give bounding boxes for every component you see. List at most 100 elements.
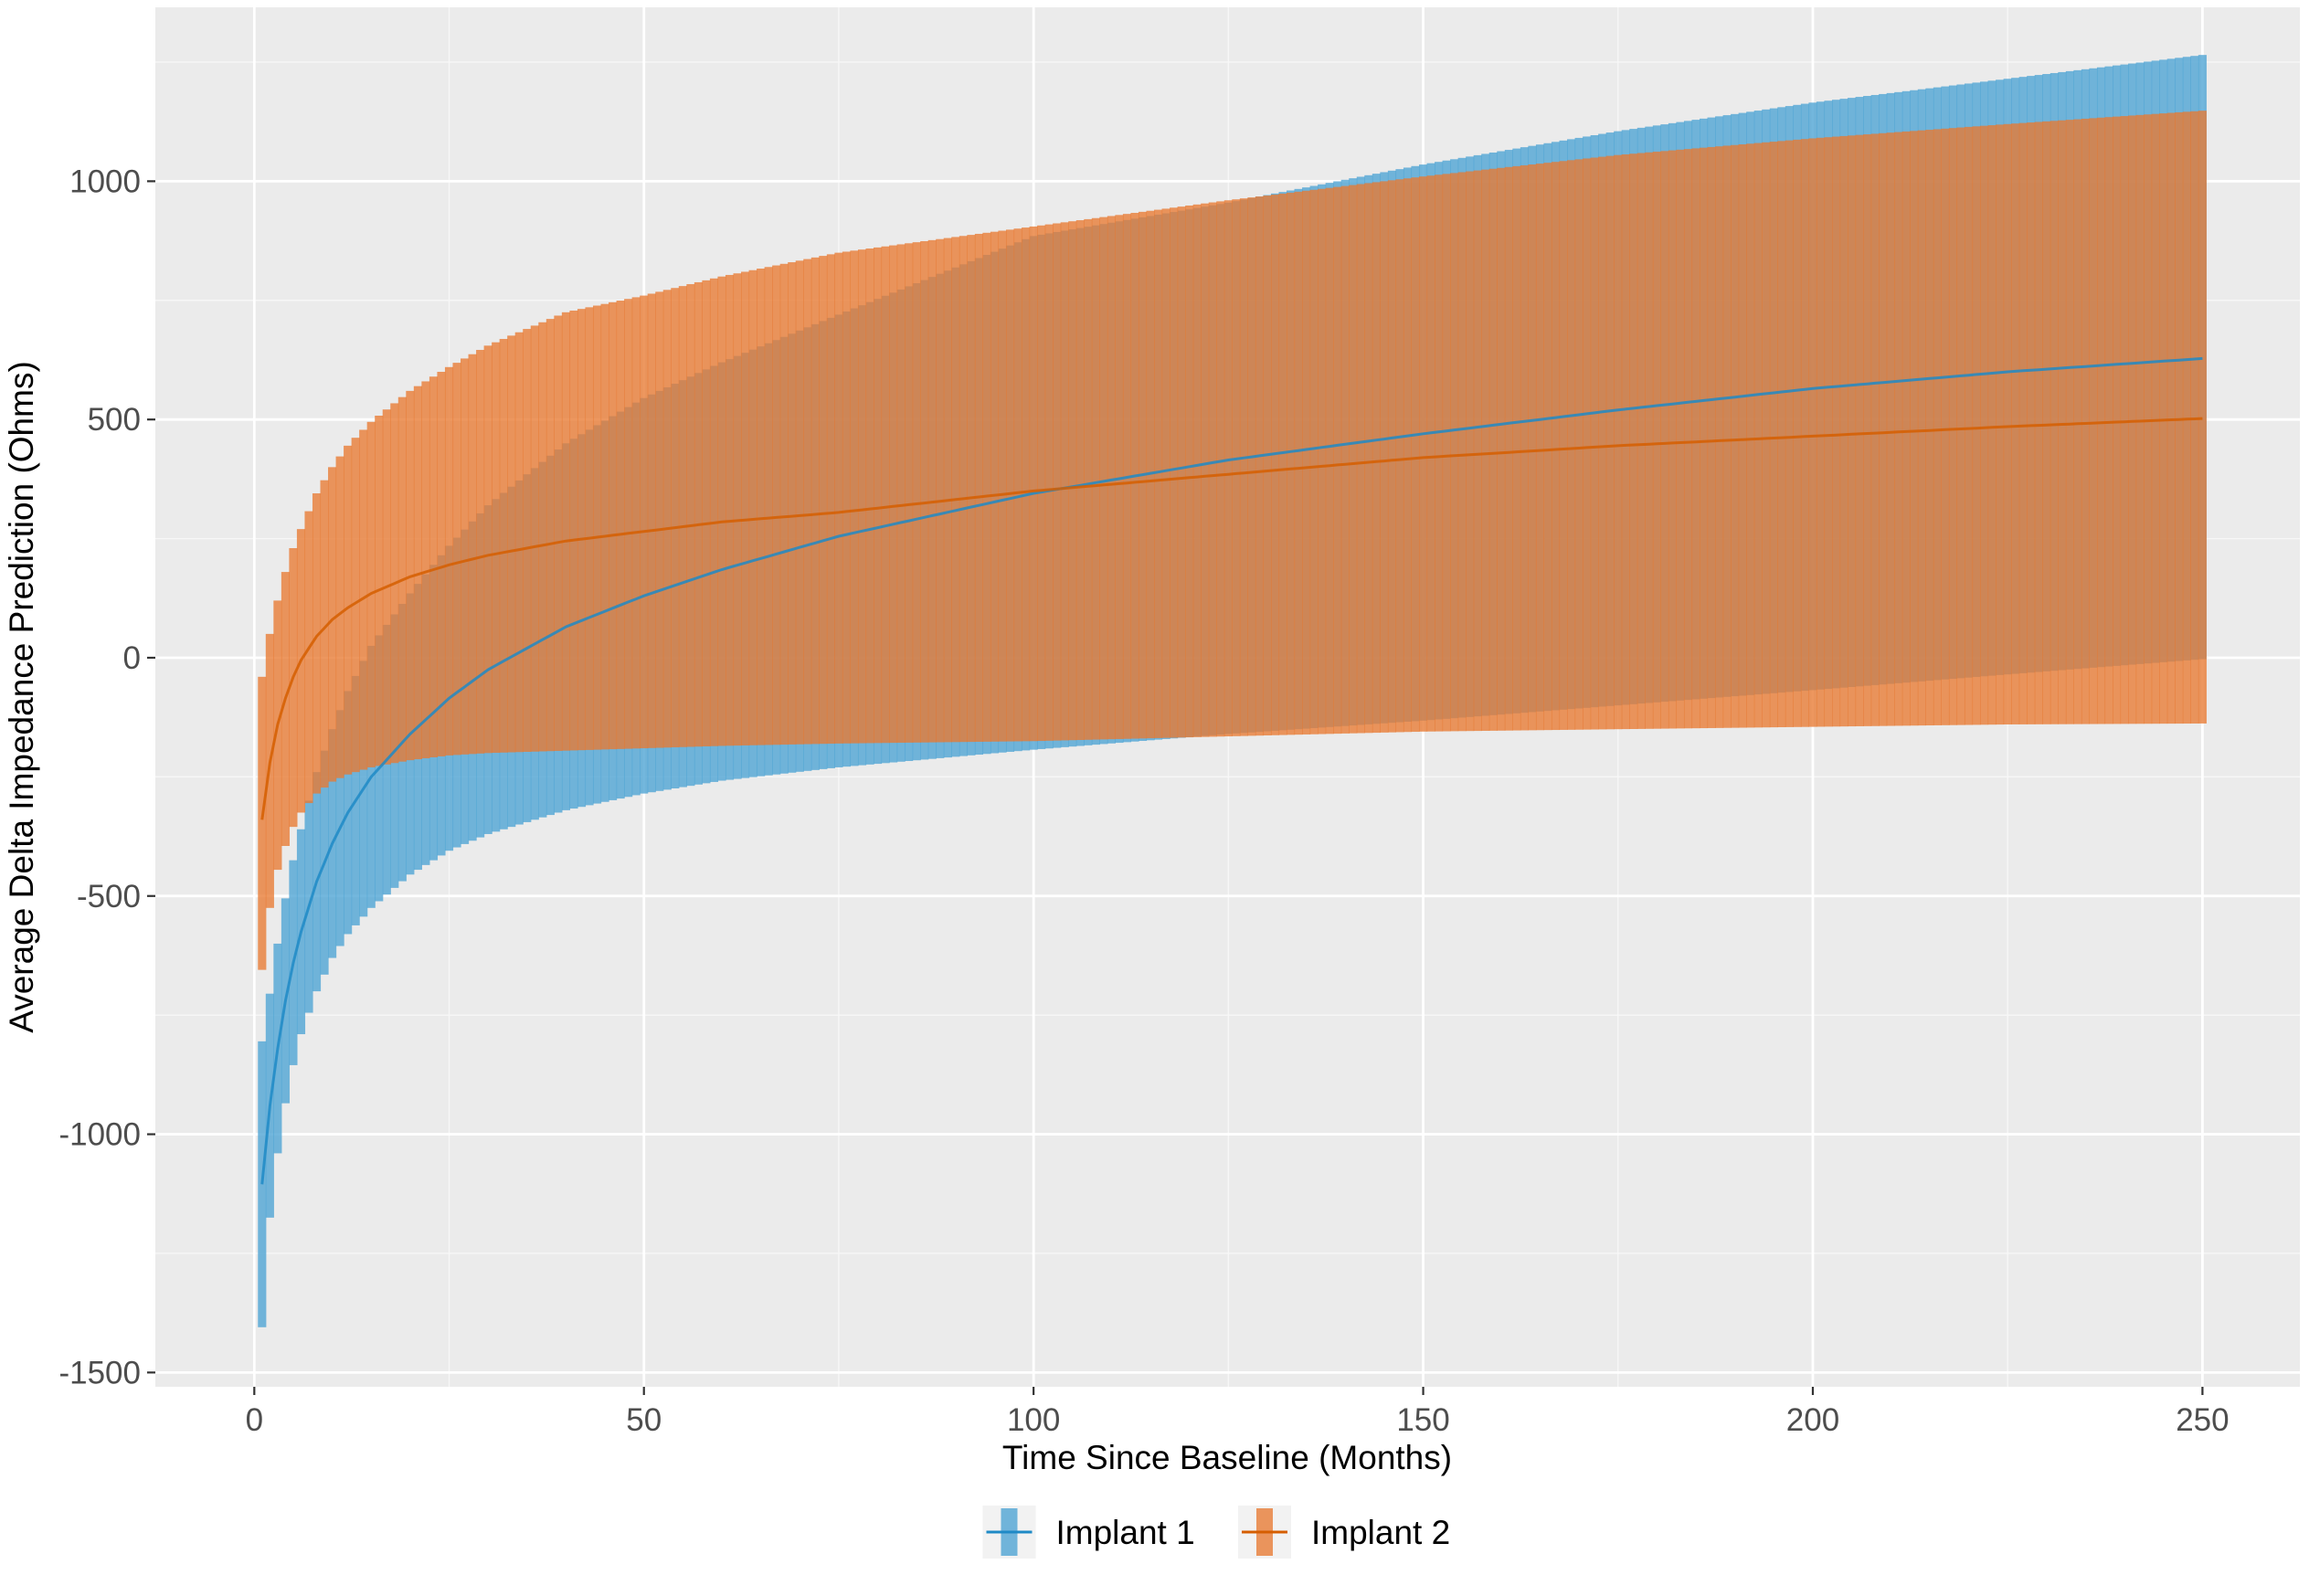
- error-bar-2: [616, 301, 625, 749]
- error-bar-2: [912, 242, 921, 743]
- error-bar-2: [492, 342, 501, 754]
- error-bar-2: [1497, 167, 1506, 731]
- y-tick-label: -1500: [58, 1355, 141, 1390]
- error-bar-2: [1091, 217, 1100, 740]
- error-bar-2: [1255, 196, 1265, 736]
- error-bar-2: [2058, 120, 2067, 724]
- error-bar-2: [1800, 139, 1810, 727]
- error-bar-2: [1232, 199, 1241, 736]
- y-tick-label: -1000: [58, 1117, 141, 1153]
- error-bar-2: [1068, 221, 1077, 741]
- error-bar-2: [1715, 146, 1724, 728]
- x-axis-title: Time Since Baseline (Months): [1002, 1439, 1452, 1476]
- legend-label: Implant 1: [1056, 1514, 1195, 1551]
- error-bar-2: [1948, 128, 1958, 725]
- error-bar-2: [943, 238, 952, 743]
- error-bar-2: [990, 231, 1000, 742]
- error-bar-2: [1676, 149, 1685, 729]
- error-bar-2: [819, 256, 828, 745]
- error-bar-2: [1294, 191, 1303, 735]
- error-bar-2: [1769, 142, 1778, 728]
- error-bar-2: [803, 259, 812, 745]
- legend-item-2: Implant 2: [1238, 1506, 1450, 1559]
- error-bar-2: [609, 301, 618, 750]
- error-bar-1: [258, 1041, 267, 1327]
- error-bar-2: [592, 305, 602, 750]
- error-bar-2: [258, 676, 267, 970]
- error-bar-2: [1574, 159, 1583, 730]
- error-bar-2: [1013, 228, 1022, 742]
- error-bar-2: [1411, 177, 1420, 733]
- error-bar-2: [702, 280, 711, 746]
- error-bar-2: [2073, 119, 2082, 724]
- error-bar-2: [1793, 139, 1802, 727]
- error-bar-2: [733, 273, 742, 746]
- error-bar-2: [2018, 122, 2028, 724]
- error-bar-2: [1372, 182, 1381, 734]
- error-bar-2: [709, 278, 719, 746]
- error-bar-2: [725, 274, 735, 746]
- error-bar-2: [788, 262, 797, 745]
- error-bar-2: [1037, 225, 1046, 742]
- y-axis-title: Average Delta Impedance Prediction (Ohms…: [3, 361, 40, 1033]
- error-bar-2: [757, 269, 766, 745]
- error-bar-2: [662, 290, 672, 748]
- error-bar-2: [1636, 153, 1646, 729]
- error-bar-2: [1170, 207, 1179, 738]
- error-bar-2: [1746, 143, 1755, 728]
- error-bar-2: [1418, 176, 1428, 732]
- error-bar-2: [1060, 222, 1069, 741]
- error-bar-2: [1567, 160, 1576, 730]
- error-bar-2: [1621, 153, 1630, 730]
- error-bar-2: [1839, 135, 1848, 727]
- legend-item-1: Implant 1: [982, 1506, 1195, 1559]
- error-bar-2: [1645, 152, 1654, 729]
- error-bar-2: [585, 307, 594, 750]
- error-bar-2: [842, 251, 852, 744]
- error-bar-2: [1029, 226, 1038, 742]
- error-bar-2: [1925, 130, 1934, 726]
- error-bar-2: [1115, 215, 1124, 739]
- error-bar-2: [413, 386, 422, 760]
- error-bar-2: [1512, 165, 1521, 731]
- error-bar-2: [452, 363, 461, 756]
- error-bar-2: [1387, 180, 1397, 733]
- error-bar-2: [1855, 134, 1864, 726]
- error-bar-2: [2096, 117, 2106, 724]
- error-bar-2: [2151, 113, 2160, 724]
- error-bar-2: [2198, 111, 2207, 724]
- error-bar-2: [1731, 144, 1740, 728]
- error-bar-2: [2042, 121, 2051, 724]
- error-bar-2: [1520, 164, 1529, 731]
- error-bar-2: [640, 295, 649, 749]
- error-bar-2: [304, 511, 313, 804]
- error-bar-2: [655, 291, 664, 748]
- error-bar-2: [507, 335, 516, 753]
- error-bar-2: [779, 263, 789, 745]
- x-tick-label: 100: [1007, 1402, 1060, 1438]
- error-bar-2: [2128, 115, 2137, 724]
- error-bar-2: [2175, 111, 2184, 724]
- error-bar-2: [1302, 190, 1311, 735]
- error-bar-2: [2182, 111, 2191, 724]
- error-bar-2: [678, 286, 687, 747]
- error-bar-2: [335, 456, 344, 778]
- y-axis-ticks: -1500 -1000 -500 0 500 1000: [58, 164, 155, 1390]
- error-bar-2: [1340, 185, 1350, 734]
- error-bar-2: [514, 332, 524, 753]
- error-bar-2: [2135, 114, 2145, 724]
- error-bar-2: [2003, 123, 2012, 724]
- error-bar-2: [2104, 117, 2113, 724]
- x-tick-label: 0: [246, 1402, 263, 1438]
- error-bar-2: [2089, 118, 2098, 724]
- error-bar-2: [1551, 162, 1561, 731]
- y-tick-label: 0: [123, 640, 141, 676]
- error-bar-2: [834, 252, 843, 744]
- error-bar-2: [461, 358, 470, 755]
- error-bar-2: [1831, 136, 1841, 727]
- legend: Implant 1 Implant 2: [982, 1506, 1450, 1559]
- error-bar-2: [1528, 164, 1537, 731]
- confidence-bands: [258, 55, 2207, 1327]
- error-bar-2: [483, 345, 493, 754]
